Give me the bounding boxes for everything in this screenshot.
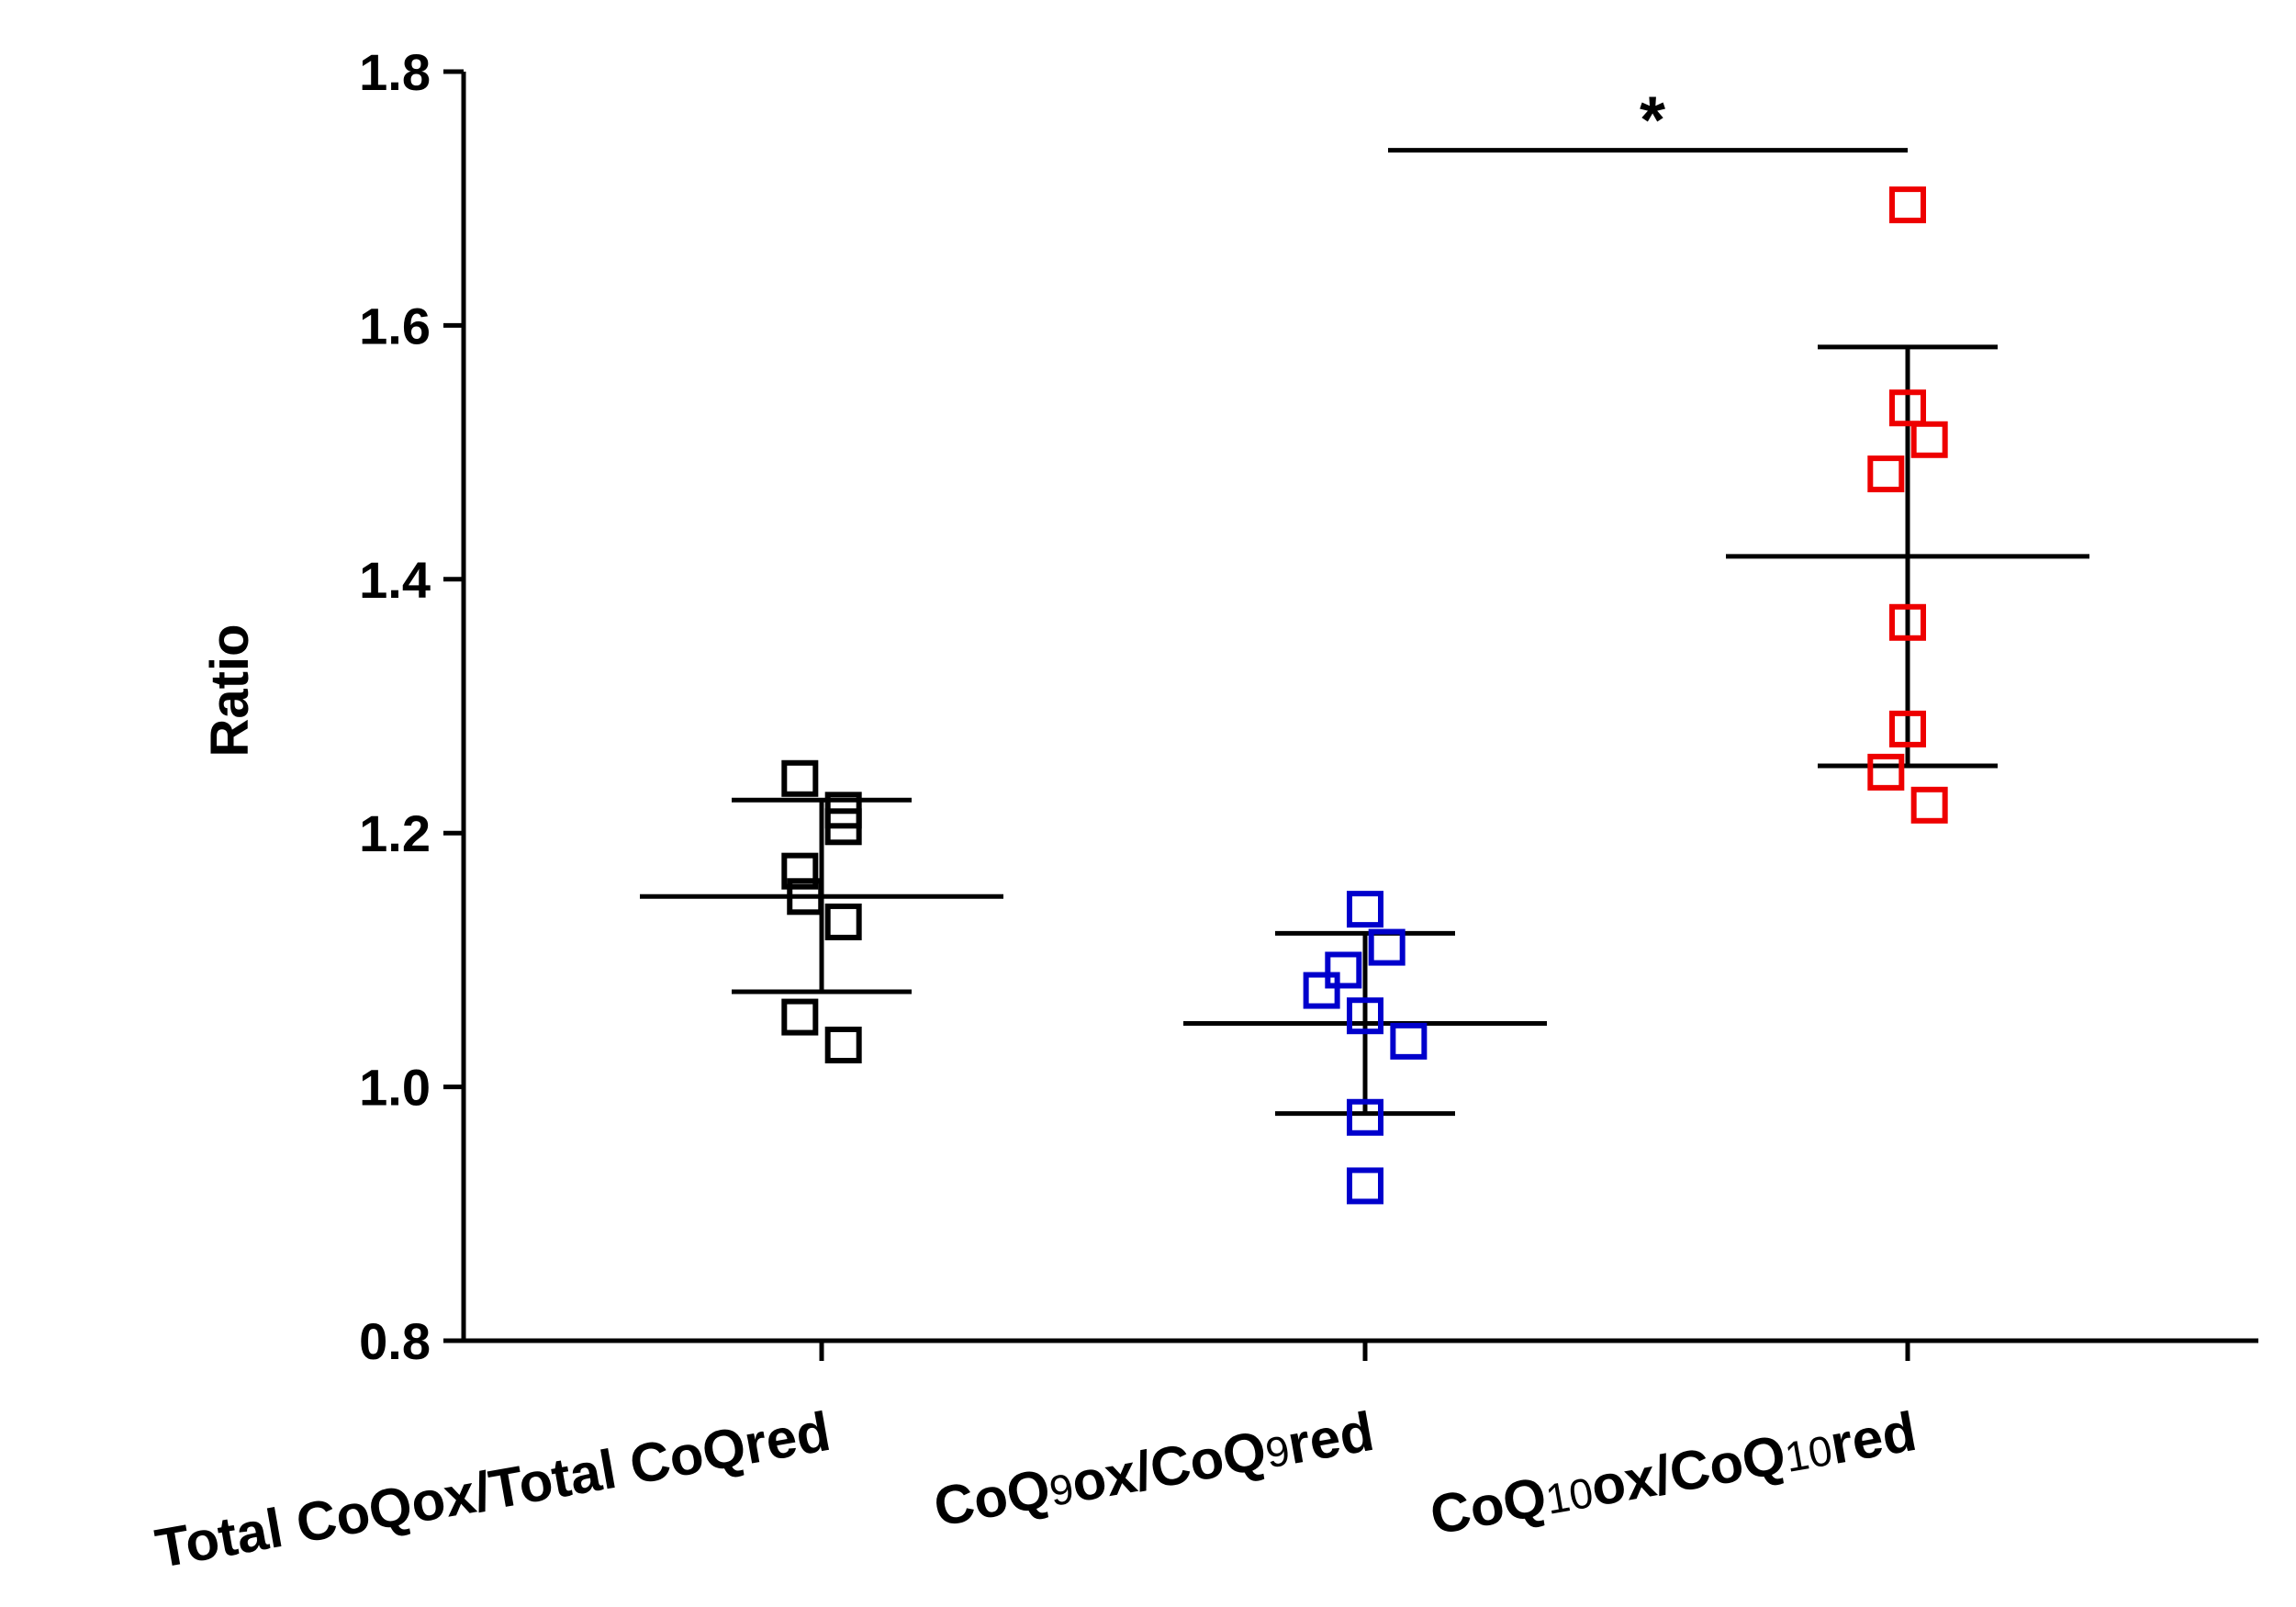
data-point bbox=[1303, 972, 1340, 1009]
series-group bbox=[1183, 891, 1547, 1205]
data-point bbox=[781, 852, 819, 890]
data-point bbox=[824, 903, 862, 940]
data-point bbox=[1910, 421, 1948, 458]
x-category-label: CoQ9ox/CoQ9red bbox=[929, 1400, 1378, 1538]
significance-marker: * bbox=[1640, 84, 1665, 158]
y-tick-label: 0.8 bbox=[359, 1312, 431, 1370]
data-point bbox=[1347, 997, 1383, 1035]
data-point bbox=[1867, 455, 1905, 493]
y-tick-label: 1.4 bbox=[359, 551, 431, 609]
x-category-label-text: CoQ10ox/CoQ10red bbox=[1426, 1400, 1921, 1546]
label-subscript: 10 bbox=[1542, 1468, 1596, 1523]
label-segment: CoQ bbox=[929, 1457, 1054, 1538]
y-axis-title: Ratio bbox=[200, 624, 260, 758]
data-point bbox=[1347, 891, 1383, 928]
x-category-label: CoQ10ox/CoQ10red bbox=[1426, 1400, 1921, 1546]
data-point bbox=[1889, 710, 1926, 747]
label-subscript: 10 bbox=[1781, 1426, 1835, 1481]
data-point bbox=[1889, 603, 1926, 641]
y-tick-label: 1.2 bbox=[359, 804, 431, 862]
axes bbox=[461, 72, 2258, 1343]
data-point bbox=[787, 878, 824, 916]
data-point bbox=[1867, 753, 1905, 791]
data-point bbox=[1889, 186, 1926, 224]
data-point bbox=[824, 808, 862, 846]
y-tick-label: 1.0 bbox=[359, 1059, 431, 1117]
label-segment: Total CoQox/Total CoQred bbox=[151, 1400, 834, 1579]
data-point bbox=[1347, 1167, 1383, 1205]
label-segment: red bbox=[1826, 1400, 1921, 1476]
x-category-label: Total CoQox/Total CoQred bbox=[151, 1400, 834, 1579]
y-axis-ticks: 0.8 1.0 1.2 1.4 1.6 1.8 bbox=[359, 43, 464, 1370]
data-point bbox=[1347, 1098, 1383, 1136]
data-point bbox=[1889, 389, 1926, 427]
data-point bbox=[824, 1026, 862, 1063]
y-tick-label: 1.6 bbox=[359, 297, 431, 354]
x-category-label-text: Total CoQox/Total CoQred bbox=[151, 1400, 834, 1579]
data-point bbox=[1910, 786, 1948, 824]
data-point bbox=[1368, 928, 1406, 966]
y-tick-label: 1.8 bbox=[359, 43, 431, 101]
label-segment: ox/CoQ bbox=[1067, 1419, 1271, 1513]
data-point bbox=[1390, 1022, 1428, 1060]
data-point bbox=[781, 998, 819, 1036]
label-segment: red bbox=[1283, 1400, 1379, 1476]
x-axis-ticks bbox=[819, 1341, 1910, 1361]
data-point bbox=[1325, 951, 1362, 989]
x-category-label-text: CoQ9ox/CoQ9red bbox=[929, 1400, 1378, 1538]
data-point bbox=[781, 759, 819, 797]
significance-annotations: * bbox=[1388, 84, 1908, 158]
label-segment: ox/CoQ bbox=[1586, 1423, 1790, 1518]
data-marks bbox=[640, 186, 2089, 1205]
label-segment: CoQ bbox=[1426, 1466, 1551, 1546]
series-group bbox=[640, 759, 1003, 1063]
series-group bbox=[1726, 186, 2089, 824]
x-axis-category-labels: Total CoQox/Total CoQred CoQ9ox/CoQ9redCo… bbox=[151, 1400, 1921, 1579]
